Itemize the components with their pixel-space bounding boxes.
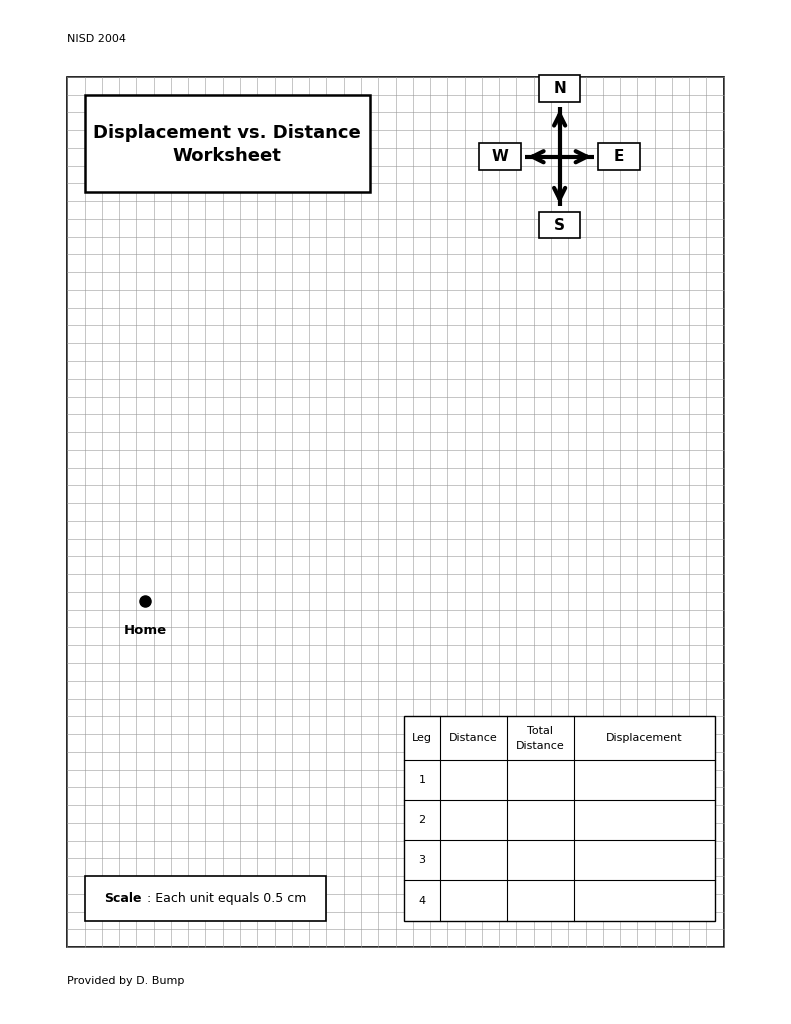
Text: NISD 2004: NISD 2004 [67, 34, 127, 44]
Text: Distance: Distance [516, 740, 565, 751]
Text: Leg: Leg [412, 733, 432, 743]
Bar [479, 143, 521, 170]
Text: Scale: Scale [104, 892, 142, 905]
Bar [67, 77, 724, 947]
Text: 3: 3 [418, 855, 426, 865]
Bar [539, 212, 581, 239]
Text: Distance: Distance [449, 733, 498, 743]
Text: 1: 1 [418, 775, 426, 785]
Text: Displacement vs. Distance: Displacement vs. Distance [93, 124, 361, 141]
Text: N: N [553, 81, 566, 96]
Text: 2: 2 [418, 815, 426, 825]
Text: 4: 4 [418, 896, 426, 905]
Text: Worksheet: Worksheet [172, 146, 282, 165]
Text: : Each unit equals 0.5 cm: : Each unit equals 0.5 cm [147, 892, 306, 905]
Bar [598, 143, 640, 170]
Bar [85, 877, 327, 921]
Text: Home: Home [123, 624, 167, 637]
Text: W: W [492, 150, 509, 164]
Bar [85, 94, 369, 193]
Text: S: S [554, 218, 565, 232]
Bar [539, 75, 581, 101]
Text: Total: Total [527, 726, 553, 736]
Text: Displacement: Displacement [606, 733, 683, 743]
Text: E: E [614, 150, 624, 164]
Bar [404, 716, 715, 921]
Text: Provided by D. Bump: Provided by D. Bump [67, 976, 184, 986]
